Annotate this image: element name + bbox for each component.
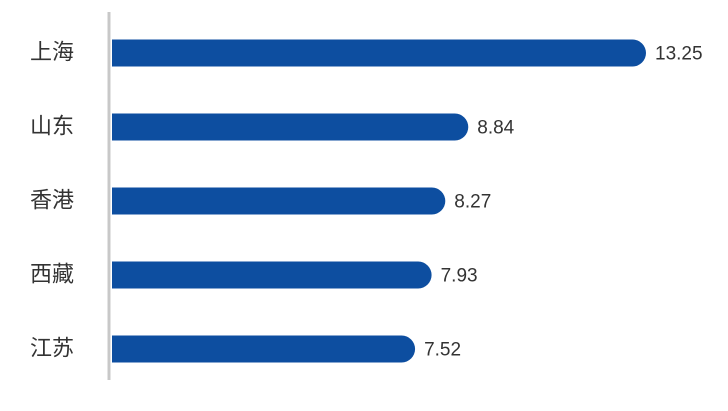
- category-label: 江苏: [30, 337, 74, 362]
- bar: [112, 335, 416, 363]
- value-labels: 13.25 8.84 8.27 7.93 7.52: [424, 44, 702, 361]
- bars-group: [112, 39, 646, 363]
- bar: [112, 39, 646, 67]
- bar: [112, 261, 432, 289]
- bar: [112, 113, 469, 141]
- value-label: 8.84: [477, 118, 514, 139]
- bar: [112, 187, 446, 215]
- value-label: 8.27: [454, 192, 491, 213]
- category-label: 山东: [30, 115, 74, 140]
- category-label: 西藏: [30, 263, 74, 288]
- category-label: 香港: [30, 189, 74, 214]
- value-label: 7.52: [424, 340, 461, 361]
- value-label: 13.25: [655, 44, 703, 65]
- value-label: 7.93: [441, 266, 478, 287]
- category-label: 上海: [30, 41, 74, 66]
